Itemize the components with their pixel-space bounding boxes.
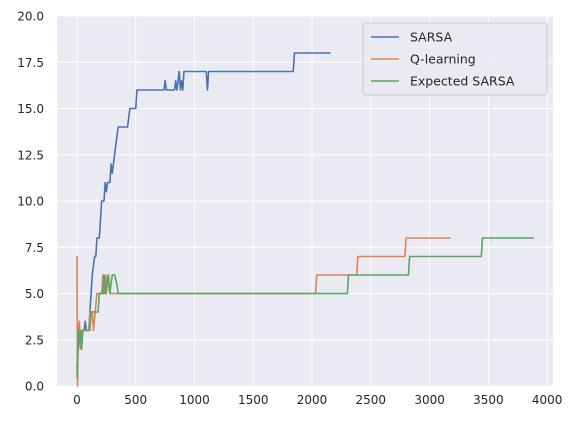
x-tick-label: 4000 bbox=[532, 393, 563, 407]
x-tick-label: 1000 bbox=[179, 393, 210, 407]
x-axis-ticks: 0 500 1000 1500 2000 2500 3000 3500 4000 bbox=[73, 393, 562, 407]
x-tick-label: 3500 bbox=[473, 393, 504, 407]
legend-box bbox=[362, 22, 548, 96]
y-tick-label: 2.5 bbox=[25, 333, 44, 347]
legend: SARSA Q-learning Expected SARSA bbox=[362, 22, 548, 96]
legend-label: Expected SARSA bbox=[410, 74, 515, 89]
series-layer bbox=[76, 52, 534, 387]
y-tick-label: 17.5 bbox=[17, 56, 44, 70]
y-tick-label: 7.5 bbox=[25, 241, 44, 255]
legend-label: Q-learning bbox=[410, 52, 476, 67]
y-tick-label: 15.0 bbox=[17, 102, 44, 116]
x-tick-label: 2500 bbox=[356, 393, 387, 407]
x-tick-label: 3000 bbox=[414, 393, 445, 407]
legend-label: SARSA bbox=[410, 30, 453, 45]
y-tick-label: 12.5 bbox=[17, 148, 44, 162]
y-tick-label: 5.0 bbox=[25, 287, 44, 301]
series-line-2 bbox=[76, 237, 534, 378]
y-tick-label: 10.0 bbox=[17, 195, 44, 209]
y-tick-label: 0.0 bbox=[25, 380, 44, 394]
x-tick-label: 500 bbox=[124, 393, 147, 407]
y-axis-ticks: 0.0 2.5 5.0 7.5 10.0 12.5 15.0 17.5 20.0 bbox=[17, 10, 44, 394]
x-tick-label: 1500 bbox=[238, 393, 269, 407]
x-tick-label: 0 bbox=[73, 393, 81, 407]
x-tick-label: 2000 bbox=[297, 393, 328, 407]
y-tick-label: 20.0 bbox=[17, 10, 44, 24]
